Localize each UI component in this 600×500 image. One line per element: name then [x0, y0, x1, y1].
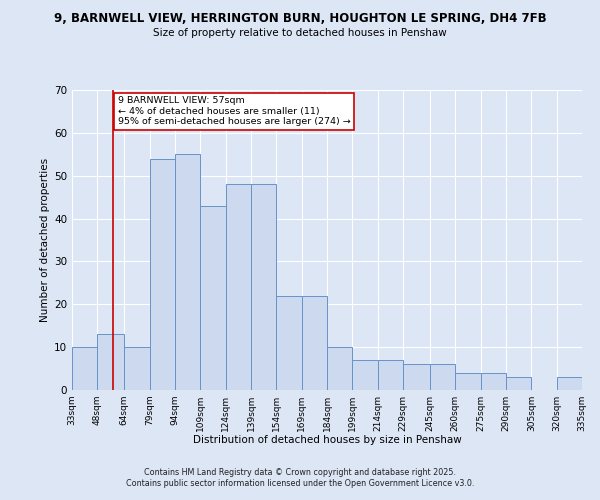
Bar — [327, 347, 352, 390]
Bar — [352, 360, 377, 390]
Bar — [430, 364, 455, 390]
Text: Size of property relative to detached houses in Penshaw: Size of property relative to detached ho… — [153, 28, 447, 38]
X-axis label: Distribution of detached houses by size in Penshaw: Distribution of detached houses by size … — [193, 436, 461, 446]
Bar — [226, 184, 251, 390]
Bar — [481, 373, 506, 390]
Text: Contains HM Land Registry data © Crown copyright and database right 2025.
Contai: Contains HM Land Registry data © Crown c… — [126, 468, 474, 487]
Bar — [557, 377, 582, 390]
Bar — [302, 296, 327, 390]
Bar — [200, 206, 226, 390]
Bar — [97, 334, 124, 390]
Bar — [175, 154, 200, 390]
Bar — [149, 158, 175, 390]
Bar — [124, 347, 149, 390]
Text: 9 BARNWELL VIEW: 57sqm
← 4% of detached houses are smaller (11)
95% of semi-deta: 9 BARNWELL VIEW: 57sqm ← 4% of detached … — [118, 96, 350, 126]
Bar — [455, 373, 481, 390]
Text: 9, BARNWELL VIEW, HERRINGTON BURN, HOUGHTON LE SPRING, DH4 7FB: 9, BARNWELL VIEW, HERRINGTON BURN, HOUGH… — [53, 12, 547, 26]
Bar — [506, 377, 532, 390]
Bar — [72, 347, 97, 390]
Y-axis label: Number of detached properties: Number of detached properties — [40, 158, 50, 322]
Bar — [277, 296, 302, 390]
Bar — [251, 184, 277, 390]
Bar — [403, 364, 430, 390]
Bar — [377, 360, 403, 390]
